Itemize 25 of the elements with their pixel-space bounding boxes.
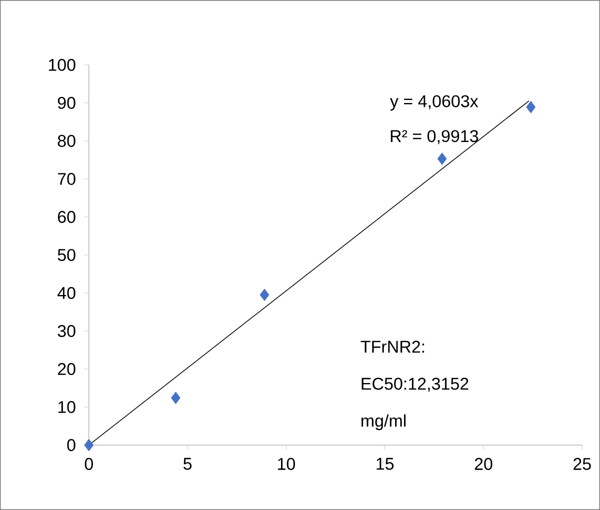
y-tick-label: 50 xyxy=(58,248,76,262)
point xyxy=(84,438,94,452)
x-tick-label: 0 xyxy=(84,458,93,470)
x-tick-label: 25 xyxy=(574,458,591,470)
x-tick-label: 10 xyxy=(278,458,295,470)
y-tick-label: 60 xyxy=(58,210,76,223)
x-tick-label: 20 xyxy=(474,458,492,470)
y-tick-label: 0 xyxy=(67,439,76,452)
y-tick-label: 20 xyxy=(58,363,76,376)
point xyxy=(526,100,536,114)
x-tick-label: 5 xyxy=(184,458,192,470)
y-tick-label: 40 xyxy=(57,286,76,300)
text: TFrNR2: EC50:12,3152 mg/ml xyxy=(360,340,468,430)
x-tick-label: 15 xyxy=(376,458,394,470)
y-tick-label: 30 xyxy=(58,325,76,338)
point xyxy=(260,288,270,302)
y-tick-label: 10 xyxy=(58,401,76,414)
y-tick-label: 90 xyxy=(58,96,76,109)
annotation: R² = 0,9913 xyxy=(390,130,478,144)
y-tick-label: 100 xyxy=(48,58,76,71)
point xyxy=(437,152,447,166)
point xyxy=(171,392,180,404)
y-tick-label: 70 xyxy=(58,172,76,185)
y-tick-label: 80 xyxy=(58,134,76,147)
annotation: y = 4,0603x xyxy=(390,95,478,111)
